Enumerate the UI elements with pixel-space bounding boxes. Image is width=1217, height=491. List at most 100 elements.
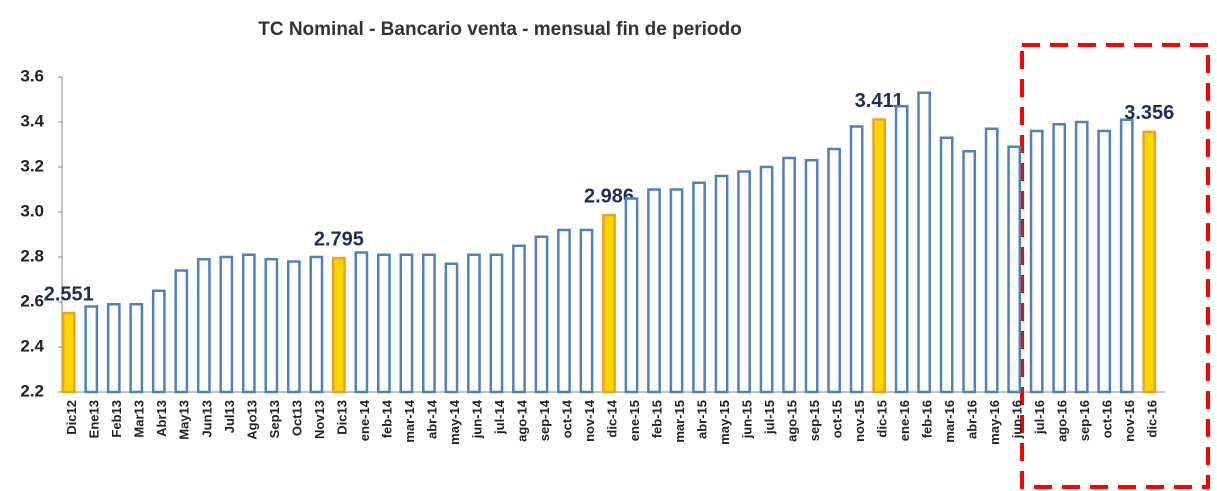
bar [534, 235, 549, 394]
x-tick-label: oct-14 [559, 399, 574, 438]
x-tick-label: sep-14 [537, 399, 552, 441]
y-tick-label: 3.6 [20, 66, 44, 85]
highlight-box [1020, 43, 1210, 489]
x-tick-label: mar-15 [672, 400, 687, 443]
x-tick-label: jul-16 [1032, 400, 1047, 435]
bar [647, 188, 661, 394]
bar [579, 228, 594, 394]
x-tick-label: ago-14 [514, 399, 529, 442]
bar [512, 244, 526, 394]
x-tick-label: dic-14 [604, 399, 619, 437]
bar [331, 256, 346, 394]
bar [399, 253, 414, 394]
x-tick-label: sep-15 [807, 400, 822, 441]
bar [467, 253, 481, 394]
bar [61, 311, 76, 394]
bar [286, 260, 301, 394]
x-tick-label: Ago13 [244, 400, 259, 440]
x-tick-label: Dic12 [64, 400, 79, 435]
bar [894, 105, 909, 394]
x-tick-label: ene-16 [897, 400, 912, 441]
x-tick-label: Dic13 [334, 400, 349, 435]
bar [714, 174, 729, 394]
bar [602, 213, 616, 394]
bar [489, 253, 504, 394]
bar [264, 258, 279, 394]
x-tick-label: may-14 [447, 399, 462, 445]
x-tick-label: oct-15 [830, 400, 845, 438]
x-tick-label: abr-15 [694, 400, 709, 439]
x-tick-label: abr-14 [424, 399, 439, 439]
chart-title: TC Nominal - Bancario venta - mensual fi… [258, 19, 742, 40]
bar [444, 262, 459, 394]
x-tick-label: Jul13 [222, 400, 237, 433]
bar [804, 159, 819, 394]
x-tick-label: Ene13 [87, 400, 102, 438]
x-tick-label: nov-16 [1122, 400, 1137, 442]
x-tick-label: sep-16 [1077, 400, 1092, 441]
value-label: 2.551 [44, 283, 94, 305]
bar [849, 125, 864, 394]
y-tick-label: 2.6 [20, 291, 44, 310]
x-tick-label: oct-16 [1100, 400, 1115, 438]
value-label: 2.795 [314, 228, 364, 250]
y-tick-label: 3.4 [20, 111, 44, 130]
x-tick-label: may-16 [987, 400, 1002, 445]
bar [377, 253, 391, 394]
bar [692, 181, 706, 394]
x-tick-label: nov-15 [852, 400, 867, 442]
bar [129, 303, 144, 394]
x-tick-label: mar-14 [402, 399, 417, 442]
x-tick-label: Oct13 [289, 400, 304, 436]
x-tick-label: dic-15 [875, 400, 890, 438]
bar [1097, 129, 1112, 394]
bar [174, 269, 189, 394]
x-tick-label: jun-14 [469, 399, 484, 439]
x-tick-label: Mar13 [132, 400, 147, 438]
bar [1074, 120, 1089, 394]
x-tick-label: dic-16 [1145, 400, 1160, 438]
value-label: 2.986 [584, 185, 634, 207]
bar [84, 305, 99, 394]
x-tick-label: nov-14 [582, 399, 597, 442]
x-tick-label: may-15 [717, 400, 732, 445]
x-tick-label: jul-14 [492, 399, 507, 435]
bar [309, 255, 324, 394]
x-tick-label: May13 [177, 400, 192, 440]
bar [1142, 130, 1157, 394]
x-tick-label: ago-16 [1055, 400, 1070, 442]
y-tick-label: 2.4 [20, 336, 44, 355]
x-tick-label: feb-14 [379, 399, 394, 438]
y-tick-label: 3.0 [20, 201, 44, 220]
bar [759, 165, 774, 394]
bar [354, 251, 369, 394]
bar [151, 289, 166, 394]
bar [422, 253, 436, 394]
bar [1007, 145, 1022, 394]
x-tick-label: Feb13 [109, 400, 124, 438]
bar [669, 188, 684, 394]
value-label: 3.356 [1124, 102, 1174, 124]
x-tick-label: feb-15 [649, 400, 664, 438]
bar [624, 197, 639, 394]
value-label: 3.411 [855, 90, 904, 112]
bar [917, 91, 932, 394]
bar [219, 255, 234, 394]
x-tick-label: Abr13 [154, 400, 169, 437]
x-tick-label: ene-14 [357, 399, 372, 441]
x-tick-label: mar-16 [942, 400, 957, 443]
bar [782, 156, 796, 394]
x-tick-label: jul-15 [762, 400, 777, 435]
x-tick-label: jun-16 [1010, 400, 1025, 439]
x-tick-label: ago-15 [785, 400, 800, 442]
bar [241, 253, 256, 394]
bar [557, 228, 571, 394]
y-tick-label: 2.2 [20, 381, 44, 400]
x-tick-label: Nov13 [312, 400, 327, 439]
bar [939, 136, 954, 394]
x-tick-label: jun-15 [739, 400, 754, 439]
bar [737, 170, 751, 394]
bar [962, 150, 977, 394]
bar [984, 127, 999, 394]
